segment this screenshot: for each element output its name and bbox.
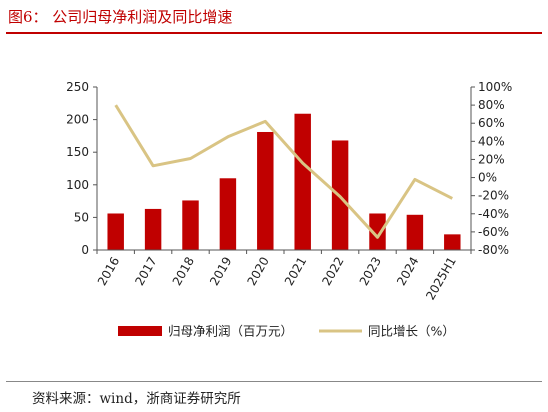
legend-swatch-net-profit <box>118 326 162 336</box>
yoy-growth-series-line <box>114 104 453 239</box>
net-profit-bars <box>107 113 461 251</box>
x-tick-label: 2023 <box>357 255 384 288</box>
net-profit-bar <box>406 214 424 250</box>
title-divider <box>6 32 542 34</box>
x-tick-label: 2018 <box>170 255 197 288</box>
yoy-growth-line <box>114 104 453 239</box>
right-y-axis: -80% -60% -40% -20% 0% 20% 40% 60% 80% 100% <box>470 80 512 257</box>
net-profit-bar <box>107 213 124 250</box>
x-axis: 2016 2017 2018 2019 2020 2021 2022 2023 2024 2025… <box>95 249 472 303</box>
legend-label-net-profit: 归母净利润（百万元） <box>168 324 293 339</box>
right-tick-label: 0% <box>478 171 497 185</box>
right-tick-label: -80% <box>478 243 509 257</box>
net-profit-bar <box>144 208 162 250</box>
left-tick-label: 50 <box>74 210 89 224</box>
x-tick-label: 2019 <box>207 255 234 288</box>
left-tick-label: 100 <box>66 178 89 192</box>
footer-divider <box>6 381 542 382</box>
left-tick-label: 150 <box>66 145 89 159</box>
right-tick-label: -20% <box>478 189 509 203</box>
net-profit-bar <box>369 213 386 250</box>
right-tick-label: 60% <box>478 116 505 130</box>
x-tick-label: 2017 <box>132 255 159 288</box>
right-tick-label: 80% <box>478 98 505 112</box>
right-tick-label: 40% <box>478 134 505 148</box>
x-tick-label: 2022 <box>319 255 346 288</box>
right-tick-label: -60% <box>478 225 509 239</box>
right-tick-label: 100% <box>478 80 512 94</box>
net-profit-bar <box>219 178 237 250</box>
left-tick-label: 250 <box>66 80 89 94</box>
x-tick-label: 2025H1 <box>423 255 459 303</box>
net-profit-bar <box>182 200 199 250</box>
net-profit-bar <box>257 131 274 250</box>
chart-legend: 归母净利润（百万元） 同比增长（%） <box>118 324 455 339</box>
right-tick-label: -40% <box>478 207 509 221</box>
legend-label-yoy: 同比增长（%） <box>368 324 455 339</box>
figure-title: 图6： 公司归母净利润及同比增速 <box>8 8 233 26</box>
net-profit-bar <box>444 234 461 250</box>
left-y-axis: 0 50 100 150 200 250 <box>66 80 98 257</box>
x-tick-label: 2024 <box>394 255 421 288</box>
x-tick-label: 2021 <box>282 255 309 288</box>
left-tick-label: 0 <box>81 243 89 257</box>
left-tick-label: 200 <box>66 113 89 127</box>
net-profit-bar <box>294 113 311 251</box>
source-note: 资料来源：wind，浙商证券研究所 <box>32 391 241 407</box>
x-tick-label: 2016 <box>95 255 122 288</box>
x-tick-label: 2020 <box>245 255 272 288</box>
right-tick-label: 20% <box>478 152 505 166</box>
